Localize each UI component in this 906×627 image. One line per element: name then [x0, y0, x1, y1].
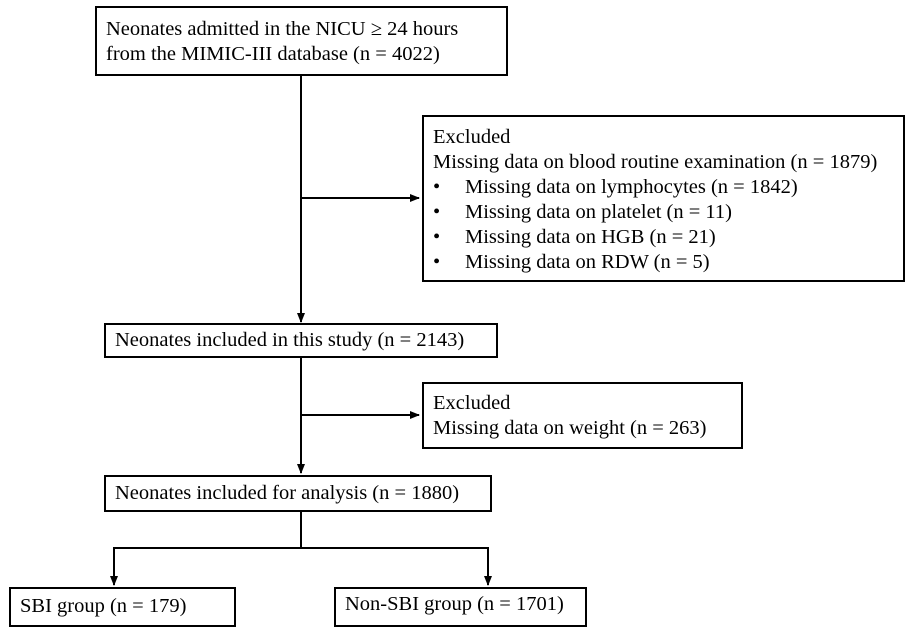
box-excluded-blood-routine: Excluded Missing data on blood routine e… — [422, 115, 905, 282]
list-item: Missing data on lymphocytes (n = 1842) — [433, 175, 894, 200]
box-included-analysis: Neonates included for analysis (n = 1880… — [104, 475, 492, 512]
excluded1-list: Missing data on lymphocytes (n = 1842) M… — [433, 175, 894, 275]
box-included-study: Neonates included in this study (n = 214… — [104, 323, 498, 358]
list-item: Missing data on HGB (n = 21) — [433, 225, 894, 250]
non-sbi-group-text: Non-SBI group (n = 1701) — [345, 593, 564, 615]
list-item: Missing data on RDW (n = 5) — [433, 250, 894, 275]
box-non-sbi-group: Non-SBI group (n = 1701) — [334, 587, 587, 627]
list-item: Missing data on platelet (n = 11) — [433, 200, 894, 225]
excluded1-subtitle: Missing data on blood routine examinatio… — [433, 151, 878, 173]
admitted-line-1: Neonates admitted in the NICU ≥ 24 hours — [106, 18, 459, 40]
included-analysis-text: Neonates included for analysis (n = 1880… — [115, 482, 460, 504]
box-excluded-weight: Excluded Missing data on weight (n = 263… — [422, 382, 743, 449]
box-sbi-group: SBI group (n = 179) — [9, 587, 236, 627]
box-admitted: Neonates admitted in the NICU ≥ 24 hours… — [95, 6, 508, 76]
admitted-line-2: from the MIMIC-III database (n = 4022) — [106, 43, 440, 65]
excluded1-title: Excluded — [433, 126, 511, 148]
sbi-group-text: SBI group (n = 179) — [20, 595, 187, 617]
excluded2-title: Excluded — [433, 392, 511, 414]
excluded2-subtitle: Missing data on weight (n = 263) — [433, 417, 707, 439]
included-study-text: Neonates included in this study (n = 214… — [115, 329, 465, 351]
